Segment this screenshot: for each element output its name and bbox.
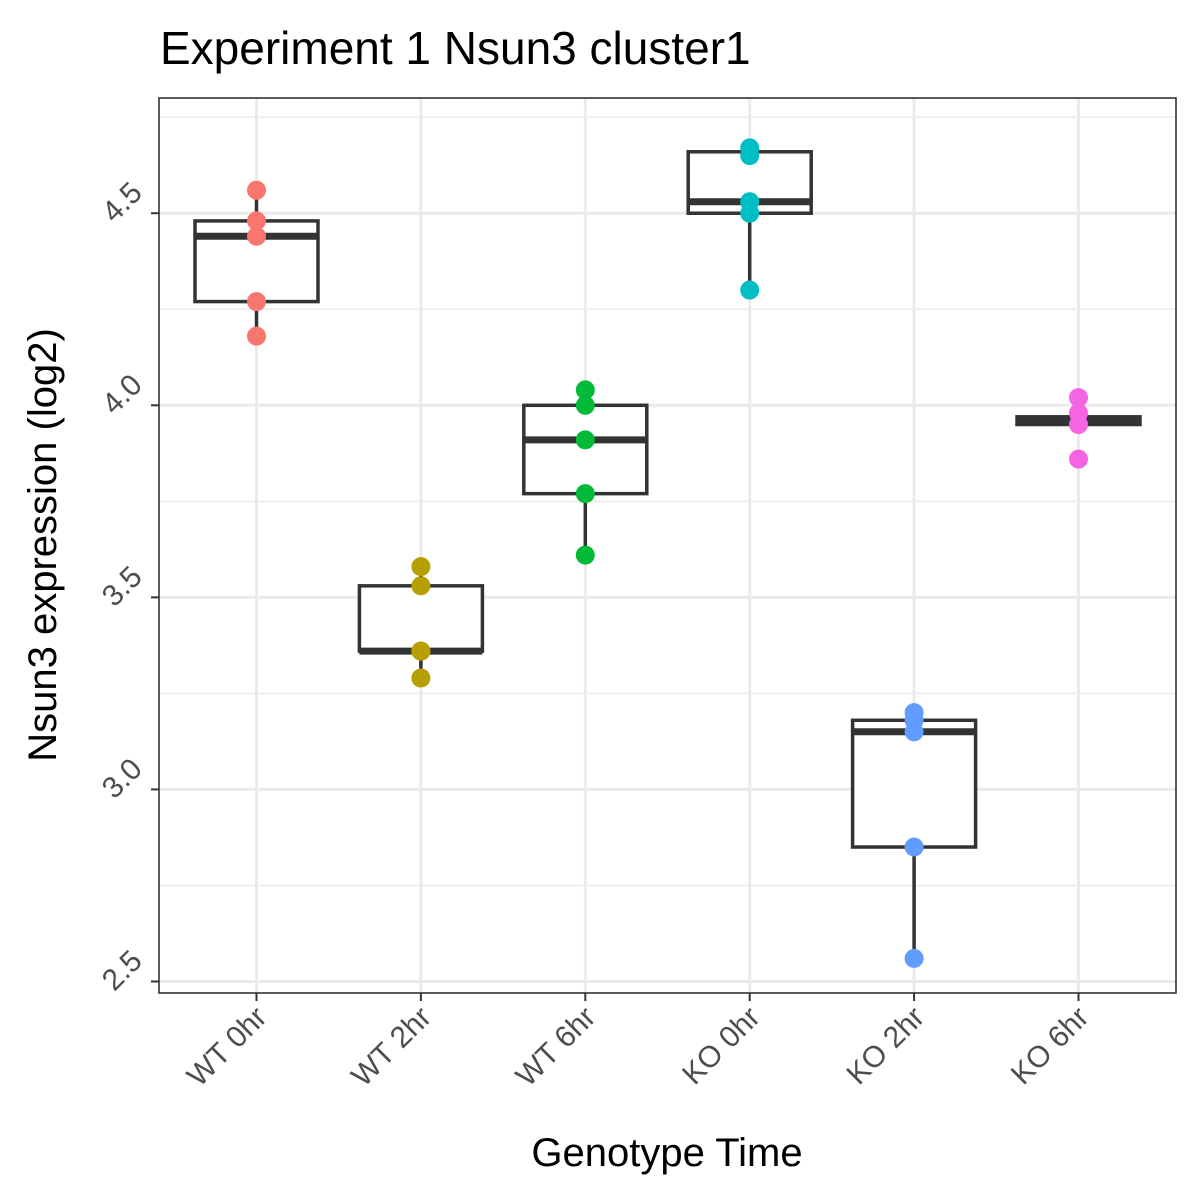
data-point [411,557,431,577]
data-point [740,146,760,166]
data-point [904,837,924,857]
data-point [247,326,266,346]
box-iqr [357,584,485,653]
x-tick-label: KO 2hr [841,1001,932,1092]
x-tick-label: WT 2hr [345,1001,437,1093]
y-axis-title: Nsun3 expression (log2) [21,328,65,762]
data-point [1069,388,1088,408]
box-iqr [522,403,649,496]
data-point [904,722,924,742]
x-tick-label: KO 0hr [676,1001,767,1092]
data-point [247,292,266,312]
data-point [575,430,595,450]
data-point [1069,415,1088,435]
box-ko-2hr [850,712,978,959]
data-point [575,380,595,400]
grid-lines [159,98,1176,993]
data-point [247,226,266,246]
data-point [904,948,924,968]
data-points [247,138,1088,968]
box-iqr [850,718,978,849]
data-point [575,484,595,504]
chart-title: Experiment 1 Nsun3 cluster1 [160,22,751,74]
x-tick-label: WT 6hr [510,1001,602,1093]
data-point [740,280,760,300]
box-wt-2hr [357,566,485,679]
data-point [740,203,760,223]
plot-border [158,97,1177,994]
y-tick-label: 2.5 [96,944,149,997]
data-point [247,180,266,200]
x-tick-label: WT 0hr [181,1001,273,1093]
data-point [247,211,266,231]
box-wt-6hr [522,389,649,556]
y-tick-label: 4.5 [96,176,149,229]
y-tick-label: 4.0 [96,368,149,421]
x-axis-title: Genotype Time [531,1131,802,1175]
data-point [411,668,431,688]
data-point [411,641,431,661]
y-tick-label: 3.0 [96,752,149,805]
data-point [1069,449,1088,469]
plot-panel [159,98,1176,993]
x-tick-label: KO 6hr [1005,1001,1096,1092]
data-point [411,576,431,596]
data-point [575,545,595,565]
box-wt-0hr [193,190,320,337]
y-tick-label: 3.5 [96,560,149,613]
data-point [575,395,595,415]
